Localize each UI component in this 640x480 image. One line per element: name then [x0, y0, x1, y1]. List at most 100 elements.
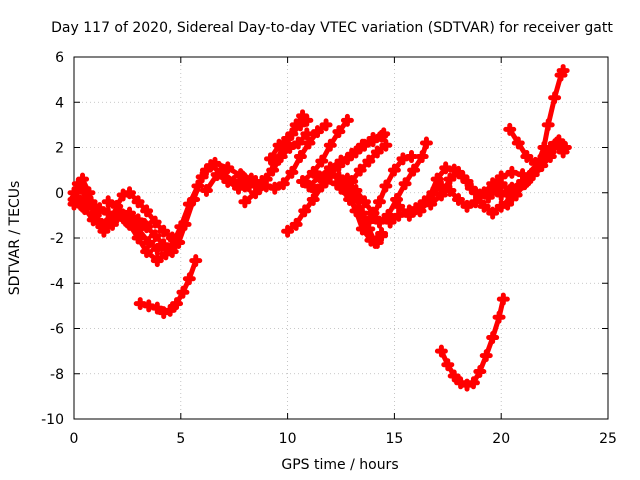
x-tick-label: 5 [176, 431, 185, 447]
x-tick-label: 10 [279, 431, 297, 447]
data-point [302, 136, 316, 150]
x-tick-label: 0 [70, 431, 79, 447]
data-point [372, 215, 386, 229]
data-point [372, 195, 386, 209]
data-point [221, 161, 235, 175]
data-point [543, 150, 557, 164]
data-point [379, 179, 393, 193]
data-point [157, 224, 171, 238]
data-point [535, 159, 549, 173]
data-point [272, 138, 286, 152]
data-point [473, 364, 487, 378]
data-point [150, 242, 164, 256]
data-point [281, 131, 295, 145]
data-point [191, 179, 205, 193]
data-point [460, 199, 474, 213]
data-point [78, 202, 92, 216]
data-point [430, 172, 444, 186]
data-point [362, 154, 376, 168]
data-point [494, 188, 508, 202]
data-point [520, 150, 534, 164]
data-point [332, 170, 346, 184]
data-point [516, 174, 530, 188]
y-tick-label: 4 [55, 95, 64, 111]
data-point [526, 168, 540, 182]
data-point [409, 202, 423, 216]
data-point [208, 156, 222, 170]
data-point [148, 215, 162, 229]
data-point [334, 154, 348, 168]
series-arc-4 [101, 186, 179, 245]
y-tick-label: 6 [55, 50, 64, 66]
data-point [84, 195, 98, 209]
data-point [353, 163, 367, 177]
data-point [484, 186, 498, 200]
data-point [238, 195, 252, 209]
data-point [451, 193, 465, 207]
data-point [345, 174, 359, 188]
data-point [101, 195, 115, 209]
data-point [157, 238, 171, 252]
data-point [355, 206, 369, 220]
x-tick-label: 15 [385, 431, 403, 447]
data-point [159, 247, 173, 261]
data-point [541, 118, 555, 132]
data-point [259, 179, 273, 193]
data-point [110, 199, 124, 213]
data-point [101, 206, 115, 220]
data-point [140, 245, 154, 259]
data-point [308, 183, 322, 197]
data-point [69, 190, 83, 204]
data-point [368, 236, 382, 250]
data-point [349, 190, 363, 204]
series-arc-13 [302, 127, 391, 193]
series-layer [67, 64, 572, 392]
data-point [366, 211, 380, 225]
data-point [443, 183, 457, 197]
data-point [548, 91, 562, 105]
data-point [289, 217, 303, 231]
data-point [276, 177, 290, 191]
y-tick-label: 2 [55, 141, 64, 157]
data-point [377, 127, 391, 141]
data-point [447, 369, 461, 383]
data-point [501, 197, 515, 211]
data-point [315, 154, 329, 168]
data-point [419, 136, 433, 150]
data-point [387, 163, 401, 177]
y-tick-label: 0 [55, 186, 64, 202]
data-point [120, 211, 134, 225]
data-point [370, 145, 384, 159]
data-point [511, 136, 525, 150]
x-tick-label: 25 [599, 431, 617, 447]
y-tick-label: -10 [41, 412, 64, 428]
data-point [182, 272, 196, 286]
data-point [402, 208, 416, 222]
data-point [486, 206, 500, 220]
data-point [189, 254, 203, 268]
data-point [383, 215, 397, 229]
data-point [407, 163, 421, 177]
data-point [503, 122, 517, 136]
data-point [268, 181, 282, 195]
data-point [319, 174, 333, 188]
series-arc-10 [264, 109, 310, 166]
data-point [398, 177, 412, 191]
data-point [142, 299, 156, 313]
data-point [199, 163, 213, 177]
data-point [415, 150, 429, 164]
data-point [362, 222, 376, 236]
data-point [311, 125, 325, 139]
data-point [142, 236, 156, 250]
data-point [296, 174, 310, 188]
data-point [129, 215, 143, 229]
data-point [231, 181, 245, 195]
data-point [289, 118, 303, 132]
data-point [464, 181, 478, 195]
data-point [496, 292, 510, 306]
data-point [556, 64, 570, 78]
data-point [334, 181, 348, 195]
data-point [170, 297, 184, 311]
series-arc-9 [238, 118, 333, 209]
